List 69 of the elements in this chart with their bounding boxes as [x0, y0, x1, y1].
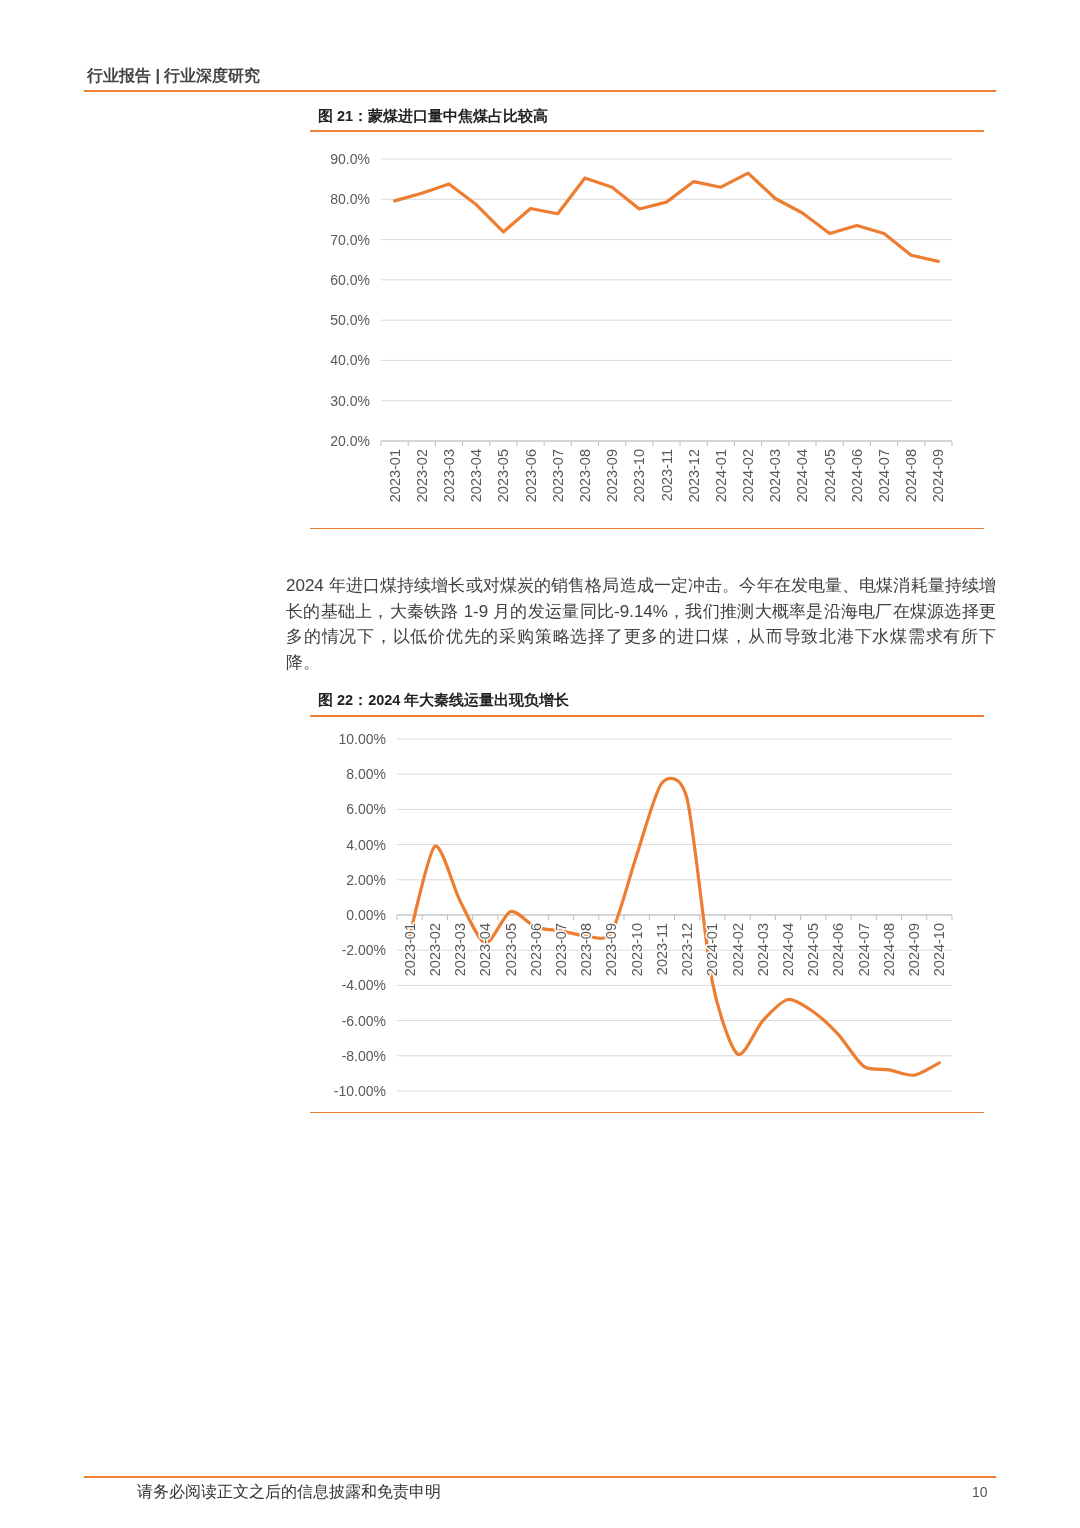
x-tick-label: 2024-05 — [805, 923, 822, 977]
y-tick-label: -8.00% — [341, 1047, 386, 1064]
y-tick-label: 40.0% — [330, 352, 370, 369]
x-tick-label: 2024-03 — [767, 449, 784, 503]
y-tick-label: -2.00% — [341, 942, 386, 959]
x-tick-label: 2023-10 — [631, 449, 648, 503]
y-tick-label: 90.0% — [330, 151, 370, 167]
x-tick-label: 2024-01 — [712, 449, 729, 503]
y-tick-label: 2.00% — [346, 871, 386, 888]
x-tick-label: 2024-09 — [930, 449, 947, 503]
x-tick-label: 2023-05 — [502, 923, 519, 977]
x-tick-label: 2023-06 — [522, 449, 539, 503]
y-tick-label: 80.0% — [330, 191, 370, 208]
text: 行业报告 | 行业深度研究 — [87, 66, 261, 86]
text: 请务必阅读正文之后的信息披露和免责申明 — [137, 1482, 441, 1502]
x-tick-label: 2024-02 — [740, 449, 757, 503]
x-tick-label: 2023-01 — [386, 449, 403, 503]
x-tick-label: 2023-12 — [679, 923, 696, 977]
text: 10 — [972, 1484, 988, 1500]
x-tick-label: 2023-09 — [603, 923, 620, 977]
x-tick-label: 2024-02 — [729, 923, 746, 977]
x-tick-label: 2024-09 — [906, 923, 923, 977]
x-tick-label: 2023-08 — [576, 449, 593, 503]
x-tick-label: 2023-09 — [604, 449, 621, 503]
x-tick-label: 2023-04 — [477, 923, 494, 977]
y-tick-label: -4.00% — [341, 977, 386, 994]
x-tick-label: 2023-07 — [549, 449, 566, 503]
x-tick-label: 2023-03 — [452, 923, 469, 977]
x-tick-label: 2024-10 — [931, 923, 948, 977]
x-tick-label: 2024-06 — [830, 923, 847, 977]
y-tick-label: 60.0% — [330, 271, 370, 288]
x-tick-label: 2024-03 — [754, 923, 771, 977]
x-tick-label: 2024-05 — [821, 449, 838, 503]
y-tick-label: -6.00% — [341, 1012, 386, 1029]
y-tick-label: 20.0% — [330, 433, 370, 449]
x-tick-label: 2024-07 — [876, 449, 893, 503]
x-tick-label: 2023-07 — [552, 923, 569, 977]
x-tick-label: 2023-12 — [685, 449, 702, 503]
y-tick-label: 6.00% — [346, 801, 386, 818]
y-tick-label: 30.0% — [330, 392, 370, 409]
y-tick-label: 0.00% — [346, 907, 386, 923]
x-tick-label: 2024-07 — [855, 923, 872, 977]
x-tick-label: 2023-11 — [653, 923, 670, 976]
x-tick-label: 2023-01 — [401, 923, 418, 977]
x-tick-label: 2024-08 — [903, 449, 920, 503]
line-series — [393, 171, 940, 263]
x-tick-label: 2023-02 — [426, 923, 443, 977]
x-tick-label: 2024-06 — [848, 449, 865, 503]
x-tick-label: 2024-04 — [794, 449, 811, 503]
y-tick-label: 10.00% — [338, 731, 386, 747]
text: 2024 年进口煤持续增长或对煤炭的销售格局造成一定冲击。今年在发电量、电煤消耗量持续增长的基础上，大秦铁路 1-9 月的发运量同比-9.14%，我们推测大概率是沿海电厂在煤源选择更多的情况下，以低价优先的采购策略选择了更多的进口煤，从而导致北港下水煤需求有所下降。 — [286, 575, 996, 674]
y-tick-label: 50.0% — [330, 312, 370, 329]
x-tick-label: 2024-01 — [704, 923, 721, 977]
x-tick-label: 2023-08 — [578, 923, 595, 977]
y-tick-label: 70.0% — [330, 231, 370, 248]
x-tick-label: 2024-08 — [880, 923, 897, 977]
x-tick-label: 2024-04 — [780, 923, 797, 977]
x-tick-label: 2023-04 — [468, 449, 485, 503]
y-tick-label: 8.00% — [346, 766, 386, 783]
x-tick-label: 2023-03 — [440, 449, 457, 503]
x-tick-label: 2023-11 — [658, 449, 675, 502]
chart-title: 图 21：蒙煤进口量中焦煤占比较高 — [318, 107, 549, 126]
x-tick-label: 2023-06 — [527, 923, 544, 977]
x-tick-label: 2023-02 — [413, 449, 430, 503]
chart-title: 图 22：2024 年大秦线运量出现负增长 — [318, 691, 570, 710]
y-tick-label: -10.00% — [333, 1083, 386, 1099]
x-tick-label: 2023-05 — [495, 449, 512, 503]
y-tick-label: 4.00% — [346, 836, 386, 853]
x-tick-label: 2023-10 — [628, 923, 645, 977]
